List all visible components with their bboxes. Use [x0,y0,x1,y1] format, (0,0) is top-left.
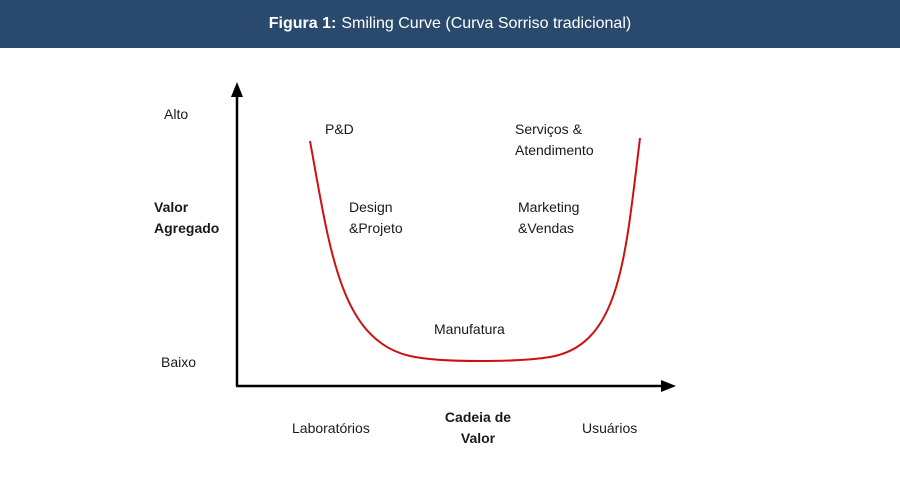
figure-header: Figura 1: Smiling Curve (Curva Sorriso t… [0,0,900,48]
y-axis-title: Valor Agregado [154,197,219,239]
stage-pd: P&D [325,121,354,137]
stage-design: Design &Projeto [349,197,403,239]
stage-services: Serviços & Atendimento [515,119,594,161]
stage-services-line2: Atendimento [515,142,594,158]
smile-curve [309,137,641,362]
stage-design-line1: Design [349,199,393,215]
y-axis-arrowhead [231,82,243,97]
stage-services-line1: Serviços & [515,121,582,137]
x-axis-arrowhead [661,380,676,392]
stage-marketing: Marketing &Vendas [518,197,579,239]
y-high-label: Alto [164,106,189,122]
y-axis-title-line2: Agregado [154,220,220,236]
stage-design-line2: &Projeto [349,220,403,236]
y-axis-title-line1: Valor [154,199,189,215]
x-axis-title-line1: Cadeia de [444,409,512,425]
figure-label: Figura 1: [268,15,337,32]
x-right-label: Usuários [582,420,638,436]
x-axis-title-line2: Valor [460,430,496,446]
stage-marketing-line2: &Vendas [518,220,575,236]
y-low-label: Baixo [161,354,197,370]
stage-marketing-line1: Marketing [518,199,580,215]
stage-manufacturing: Manufatura [434,321,505,337]
x-axis-title: Cadeia de Valor [438,407,518,449]
figure-title: Smiling Curve (Curva Sorriso tradicional… [341,15,632,32]
x-left-label: Laboratórios [292,420,370,436]
